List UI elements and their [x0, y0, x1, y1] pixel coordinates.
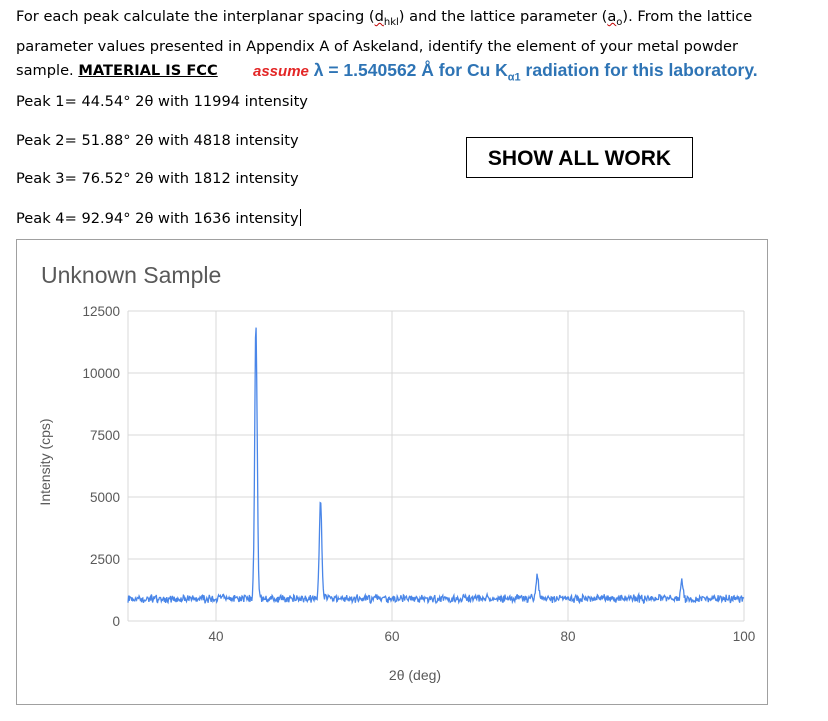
material-note: MATERIAL IS FCC: [78, 61, 218, 79]
show-all-work-box: SHOW ALL WORK: [466, 137, 693, 178]
radiation-text: radiation for this laboratory.: [520, 60, 758, 80]
peak-4-line: Peak 4= 92.94° 2θ with 1636 intensity: [16, 209, 301, 227]
instructions-text: ) and the lattice parameter (: [398, 8, 608, 25]
chart-title: Unknown Sample: [41, 262, 221, 288]
xrd-chart-svg: Unknown Sample 0 2500 5000 7500 10000 12500 40…: [37, 262, 755, 683]
instructions-text: ). From the lattice: [622, 8, 753, 25]
instructions-text: For each peak calculate the interplanar …: [16, 8, 375, 25]
wavelength-assumption: assume λ = 1.540562 Å for Cu Kα1 radiati…: [253, 60, 758, 84]
alpha-subscript: α1: [507, 71, 521, 84]
peak-3-line: Peak 3= 76.52° 2θ with 1812 intensity: [16, 170, 299, 187]
peak-1-line: Peak 1= 44.54° 2θ with 11994 intensity: [16, 93, 308, 110]
text-cursor: [299, 209, 301, 226]
y-axis-label: Intensity (cps): [37, 418, 53, 505]
d-hkl-symbol: dhkl: [374, 8, 399, 28]
y-tick-label: 12500: [82, 304, 120, 319]
instructions-line-2: parameter values presented in Appendix A…: [16, 37, 738, 55]
xrd-chart: Unknown Sample 0 2500 5000 7500 10000 12500 40…: [16, 239, 768, 705]
a-o-symbol: ao: [607, 8, 623, 28]
y-tick-label: 5000: [90, 490, 120, 505]
y-tick-label: 0: [112, 614, 120, 629]
y-tick-label: 10000: [82, 366, 120, 381]
assume-word: assume: [253, 63, 309, 80]
chart-grid: [127, 310, 745, 622]
instructions-line-3: sample. MATERIAL IS FCC: [16, 59, 826, 83]
y-tick-label: 7500: [90, 428, 120, 443]
chart-ticks: 0 2500 5000 7500 10000 12500 40 60 80 100: [82, 304, 755, 644]
instructions-paragraph: For each peak calculate the interplanar …: [16, 5, 826, 83]
o-subscript: o: [616, 16, 623, 28]
diffraction-trace: [127, 327, 745, 605]
lambda-text: λ = 1.540562 Å for Cu K: [313, 60, 508, 80]
x-tick-label: 100: [733, 629, 756, 644]
instructions-line-1: For each peak calculate the interplanar …: [16, 5, 826, 35]
instructions-text: sample.: [16, 61, 79, 79]
x-tick-label: 80: [560, 629, 575, 644]
y-tick-label: 2500: [90, 552, 120, 567]
x-tick-label: 60: [384, 629, 399, 644]
d-letter: d: [374, 8, 384, 25]
x-axis-label: 2θ (deg): [389, 667, 441, 683]
x-tick-label: 40: [208, 629, 223, 644]
peak-4-text: Peak 4= 92.94° 2θ with 1636 intensity: [16, 210, 299, 227]
a-letter: a: [607, 8, 617, 25]
peak-2-line: Peak 2= 51.88° 2θ with 4818 intensity: [16, 132, 299, 149]
hkl-subscript: hkl: [383, 16, 399, 28]
